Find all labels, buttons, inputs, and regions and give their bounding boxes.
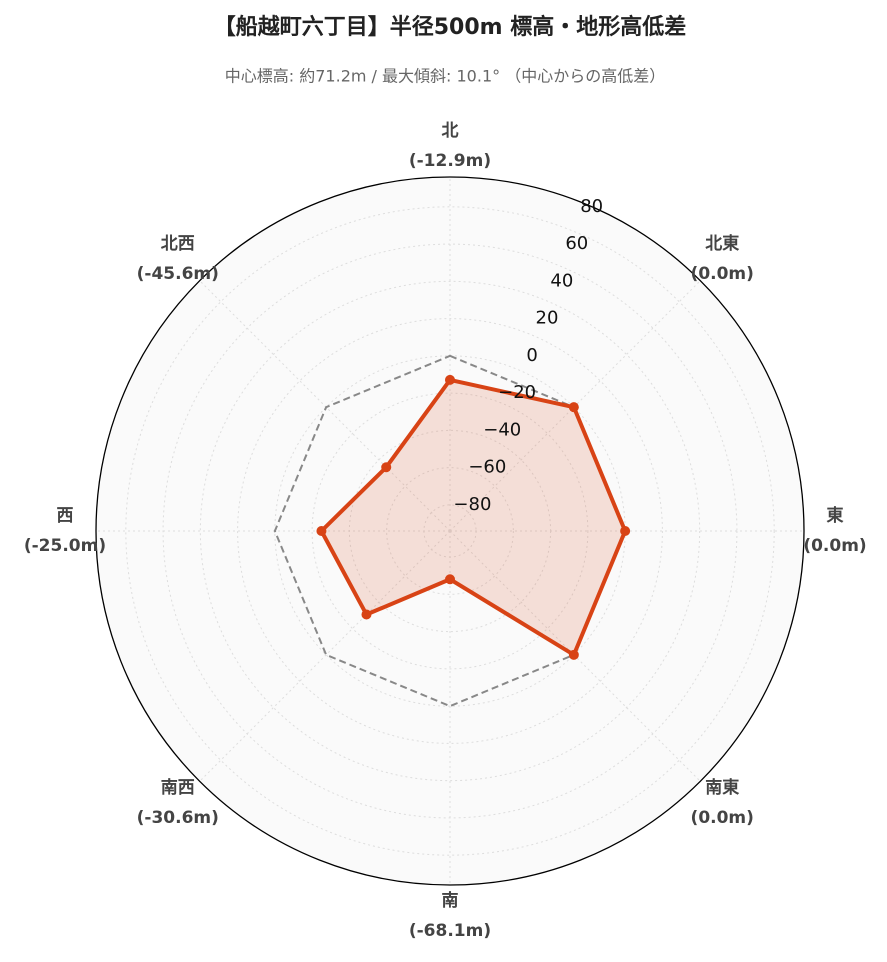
category-label: 西 [57,506,74,526]
category-label: 北東 [705,233,739,254]
data-point [568,402,579,413]
data-point [381,462,392,473]
data-point [361,609,372,620]
category-label: 東 [827,505,844,526]
category-label: 北西 [161,234,195,254]
r-tick-label: −40 [483,419,521,440]
grid-circle [237,318,663,744]
value-label: (-12.9m) [409,151,491,171]
r-tick-label: 80 [580,196,603,217]
category-label: 南 [442,890,459,911]
r-tick-label: 0 [526,345,537,366]
grid-circle [386,467,514,595]
r-tick-label: −60 [468,457,506,478]
r-tick-label: −20 [498,382,536,403]
category-label: 南西 [161,777,195,798]
r-tick-label: 20 [536,308,559,329]
value-label: (0.0m) [803,536,866,556]
r-tick-label: 60 [565,233,588,254]
grid-circle [311,392,589,670]
value-label: (-25.0m) [24,536,106,556]
grid-circle [125,206,775,856]
grid-circle [199,280,701,782]
data-point [568,649,579,660]
category-label: 南東 [705,777,739,798]
data-point [316,526,327,536]
value-label: (-68.1m) [409,921,491,941]
value-label: (-45.6m) [137,264,219,284]
outer-circle [95,176,805,886]
value-label: (-30.6m) [137,808,219,828]
grid-spoke [199,280,451,532]
data-point [445,574,455,585]
category-label: 北 [442,121,459,141]
data-point [620,526,631,536]
chart-subtitle: 中心標高: 約71.2m / 最大傾斜: 10.1° （中心からの高低差） [225,67,665,86]
r-tick-label: 40 [550,270,573,291]
chart-title: 【船越町六丁目】半径500m 標高・地形高低差 [214,14,687,40]
data-point [445,374,455,385]
value-label: (0.0m) [691,264,754,284]
r-tick-label: −80 [453,494,491,515]
value-label: (0.0m) [691,808,754,828]
grid-spoke [199,530,451,782]
